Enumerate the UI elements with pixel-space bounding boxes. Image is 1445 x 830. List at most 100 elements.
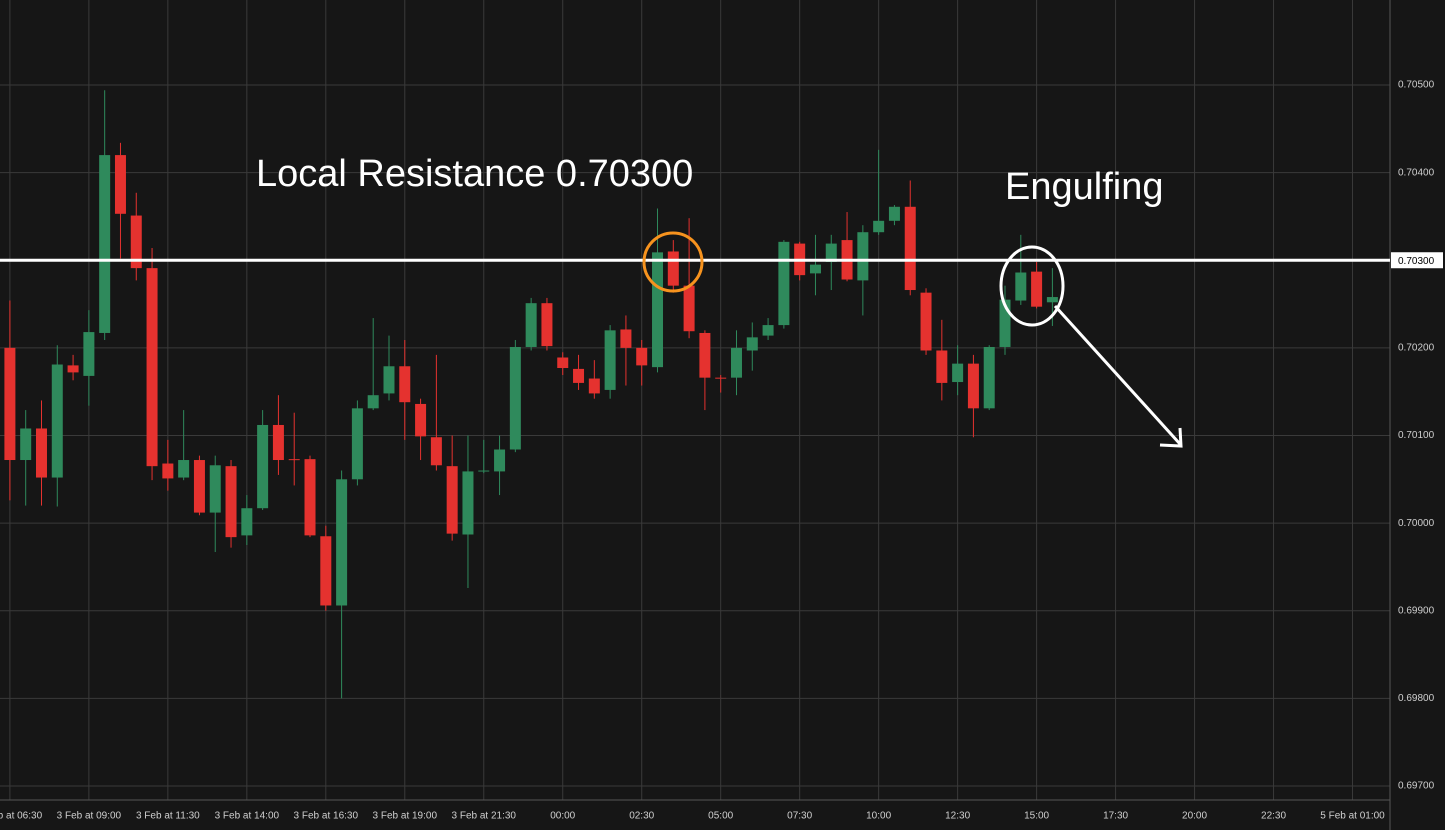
- y-tick-label: 0.69900: [1398, 605, 1435, 616]
- candle-body: [809, 264, 821, 274]
- candle-body: [336, 479, 348, 606]
- x-tick-label: 3 Feb at 06:30: [0, 811, 43, 822]
- x-tick-label: 17:30: [1103, 811, 1128, 822]
- y-tick-label: 0.69700: [1398, 781, 1435, 792]
- candle-body: [399, 366, 411, 403]
- candle-body: [620, 329, 632, 348]
- candle-body: [509, 346, 521, 450]
- grid: [0, 0, 1390, 800]
- x-tick-label: 3 Feb at 14:00: [215, 811, 280, 822]
- candle-body: [209, 465, 221, 513]
- candle-body: [146, 268, 158, 467]
- candle-body: [478, 470, 490, 472]
- candle-body: [51, 364, 63, 478]
- candle-body: [762, 325, 774, 336]
- x-tick-label: 12:30: [945, 811, 970, 822]
- x-tick-label: 05:00: [708, 811, 733, 822]
- candle-body: [20, 428, 32, 461]
- candle-body: [636, 347, 648, 366]
- candle-body: [304, 459, 316, 536]
- candle-body: [857, 232, 869, 281]
- y-tick-label: 0.70600: [1398, 0, 1435, 3]
- candle-body: [604, 330, 616, 390]
- candle-body: [114, 155, 126, 214]
- candle-body: [494, 449, 506, 472]
- annotation: Engulfing: [1005, 166, 1163, 208]
- x-tick-label: 3 Feb at 09:00: [57, 811, 122, 822]
- candle-body: [873, 220, 885, 233]
- candle-body: [920, 292, 932, 351]
- x-tick-label: 3 Feb at 21:30: [452, 811, 517, 822]
- candle-body: [1046, 297, 1058, 303]
- candle-body: [683, 285, 695, 332]
- y-tick-label: 0.69800: [1398, 693, 1435, 704]
- candle-body: [1031, 271, 1043, 307]
- candle-body: [178, 460, 190, 478]
- candle-body: [351, 408, 363, 480]
- y-tick-label: 0.70200: [1398, 343, 1435, 354]
- candle-body: [983, 346, 995, 409]
- candle-body: [241, 508, 253, 536]
- candle-body: [383, 366, 395, 394]
- candle-body: [888, 206, 900, 221]
- candle-body: [83, 332, 95, 376]
- candle-body: [1015, 272, 1027, 301]
- candle-body: [667, 251, 679, 286]
- x-tick-label: 00:00: [550, 811, 575, 822]
- candle-body: [193, 460, 205, 513]
- candle-body: [967, 363, 979, 409]
- candle-body: [162, 463, 174, 479]
- candle-body: [288, 459, 300, 461]
- overlay: Local Resistance 0.70300 Engulfing: [256, 153, 1183, 448]
- candle-body: [320, 536, 332, 606]
- candle-body: [573, 368, 585, 383]
- x-tick-label: 3 Feb at 11:30: [136, 811, 200, 822]
- x-tick-label: 07:30: [787, 811, 812, 822]
- candle-body: [904, 206, 916, 291]
- candle-body: [825, 243, 837, 262]
- candle-body: [952, 363, 964, 383]
- y-tick-label: 0.70500: [1398, 80, 1435, 91]
- candle-body: [699, 332, 711, 378]
- x-tick-label: 5 Feb at 01:00: [1320, 811, 1385, 822]
- resistance-label: 0.70300: [1398, 256, 1435, 267]
- candle-body: [999, 299, 1011, 347]
- candle-body: [130, 215, 142, 269]
- candle-body: [936, 350, 948, 383]
- y-tick-label: 0.70000: [1398, 518, 1435, 529]
- candle-body: [778, 241, 790, 326]
- resistance-badge: [1391, 252, 1443, 269]
- x-tick-label: 15:00: [1024, 811, 1049, 822]
- y-tick-label: 0.70100: [1398, 430, 1435, 441]
- highlight-ellipse: [999, 245, 1065, 327]
- x-tick-label: 20:00: [1182, 811, 1207, 822]
- candle-body: [446, 466, 458, 534]
- candle-body: [557, 357, 569, 369]
- candle-body: [652, 252, 664, 368]
- candle-body: [415, 403, 427, 437]
- candle-body: [67, 365, 79, 373]
- highlight-circle: [642, 231, 704, 293]
- candle-body: [525, 303, 537, 347]
- annotation: Local Resistance 0.70300: [256, 153, 693, 195]
- x-tick-label: 02:30: [629, 811, 654, 822]
- y-tick-label: 0.70400: [1398, 167, 1435, 178]
- x-tick-label: 10:00: [866, 811, 891, 822]
- x-tick-label: 3 Feb at 19:00: [373, 811, 438, 822]
- candle-body: [257, 424, 269, 509]
- arrow: [1053, 304, 1183, 448]
- candle-body: [272, 424, 284, 461]
- candle-body: [541, 303, 553, 347]
- candle-body: [225, 466, 237, 538]
- candle-body: [99, 155, 111, 333]
- candle-body: [715, 377, 727, 379]
- x-tick-label: 3 Feb at 16:30: [294, 811, 359, 822]
- x-tick-label: 22:30: [1261, 811, 1286, 822]
- candle-body: [4, 347, 16, 461]
- candle-body: [367, 395, 379, 409]
- candle-body: [730, 347, 742, 378]
- candle-body: [35, 428, 47, 478]
